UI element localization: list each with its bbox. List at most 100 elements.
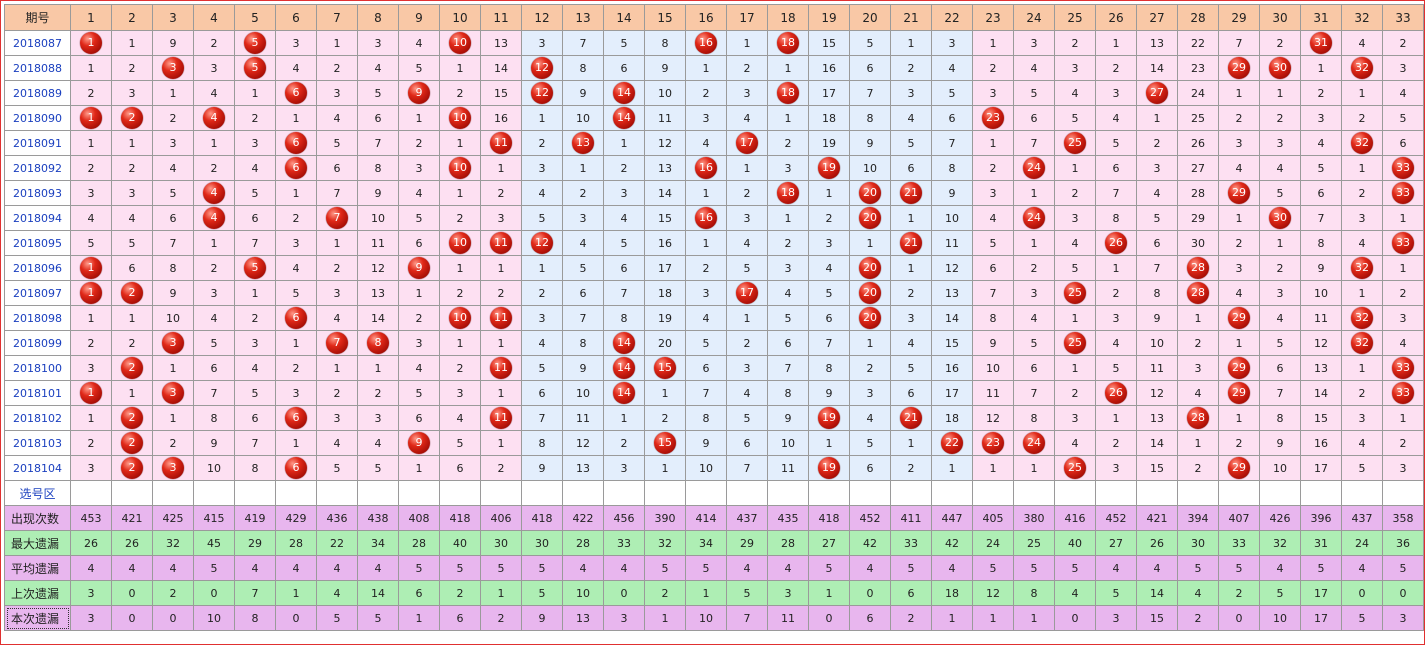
period-link[interactable]: 2018093 [4,180,71,206]
miss-cell: 3 [439,380,481,406]
period-link[interactable]: 2018088 [4,55,71,81]
hit-cell: 20 [849,205,891,231]
select-cell[interactable] [1177,480,1219,506]
stat-value: 1 [644,605,686,631]
miss-cell: 12 [644,130,686,156]
select-cell[interactable] [275,480,317,506]
period-link[interactable]: 2018100 [4,355,71,381]
period-link[interactable]: 2018091 [4,130,71,156]
select-cell[interactable] [644,480,686,506]
select-cell[interactable] [726,480,768,506]
select-cell[interactable] [439,480,481,506]
miss-cell: 8 [808,355,850,381]
period-link[interactable]: 2018095 [4,230,71,256]
miss-cell: 3 [316,280,358,306]
stat-value: 4 [1136,555,1178,581]
select-cell[interactable] [1218,480,1260,506]
select-cell[interactable] [357,480,399,506]
select-cell[interactable] [111,480,153,506]
miss-cell: 9 [562,80,604,106]
stat-value: 437 [1341,505,1383,531]
miss-cell: 4 [357,430,399,456]
ball-icon: 3 [162,57,184,79]
ball-icon: 25 [1064,132,1086,154]
miss-cell: 3 [1095,305,1137,331]
miss-cell: 17 [644,255,686,281]
stat-value: 4 [70,555,112,581]
miss-cell: 3 [70,355,112,381]
miss-cell: 5 [111,230,153,256]
select-cell[interactable] [562,480,604,506]
select-cell[interactable] [152,480,194,506]
miss-cell: 2 [890,55,932,81]
miss-cell: 8 [357,155,399,181]
select-cell[interactable] [234,480,276,506]
select-cell[interactable] [398,480,440,506]
select-cell[interactable] [521,480,563,506]
period-link[interactable]: 2018096 [4,255,71,281]
stat-value: 6 [849,605,891,631]
ball-icon: 18 [777,82,799,104]
select-cell[interactable] [316,480,358,506]
hit-cell: 26 [1095,380,1137,406]
number-header-14: 14 [603,4,645,31]
ball-icon: 1 [80,282,102,304]
miss-cell: 6 [357,105,399,131]
period-link[interactable]: 2018099 [4,330,71,356]
miss-cell: 7 [1013,380,1055,406]
period-link[interactable]: 2018089 [4,80,71,106]
miss-cell: 22 [1177,30,1219,56]
miss-cell: 1 [70,55,112,81]
select-cell[interactable] [1136,480,1178,506]
period-link[interactable]: 2018104 [4,455,71,481]
period-link[interactable]: 2018094 [4,205,71,231]
period-link[interactable]: 2018102 [4,405,71,431]
ball-icon: 25 [1064,282,1086,304]
select-cell[interactable] [1054,480,1096,506]
period-link[interactable]: 2018097 [4,280,71,306]
select-cell[interactable] [849,480,891,506]
select-cell[interactable] [1341,480,1383,506]
select-cell[interactable] [972,480,1014,506]
select-cell[interactable] [603,480,645,506]
ball-icon: 29 [1228,57,1250,79]
stat-value: 1 [685,580,727,606]
select-cell[interactable] [480,480,522,506]
select-cell[interactable] [808,480,850,506]
miss-cell: 3 [275,30,317,56]
select-cell[interactable] [1259,480,1301,506]
hit-cell: 2 [111,280,153,306]
select-cell[interactable] [1013,480,1055,506]
miss-cell: 5 [931,80,973,106]
select-cell[interactable] [890,480,932,506]
miss-cell: 5 [398,205,440,231]
period-link[interactable]: 2018092 [4,155,71,181]
period-link[interactable]: 2018090 [4,105,71,131]
stat-value: 408 [398,505,440,531]
select-cell[interactable] [767,480,809,506]
hit-cell: 14 [603,380,645,406]
ball-icon: 11 [490,132,512,154]
miss-cell: 1 [685,55,727,81]
hit-cell: 7 [316,205,358,231]
select-cell[interactable] [1382,480,1424,506]
period-link[interactable]: 2018098 [4,305,71,331]
select-cell[interactable] [685,480,727,506]
miss-cell: 6 [767,330,809,356]
select-cell[interactable] [931,480,973,506]
miss-cell: 2 [521,280,563,306]
period-link[interactable]: 2018087 [4,30,71,56]
ball-icon: 24 [1023,157,1045,179]
period-link[interactable]: 2018101 [4,380,71,406]
select-cell[interactable] [1095,480,1137,506]
miss-cell: 3 [1177,355,1219,381]
select-cell[interactable] [70,480,112,506]
stat-value: 358 [1382,505,1424,531]
select-cell[interactable] [1300,480,1342,506]
select-cell[interactable] [193,480,235,506]
miss-cell: 5 [1013,80,1055,106]
miss-cell: 1 [193,130,235,156]
period-link[interactable]: 2018103 [4,430,71,456]
miss-cell: 3 [70,180,112,206]
miss-cell: 1 [562,155,604,181]
